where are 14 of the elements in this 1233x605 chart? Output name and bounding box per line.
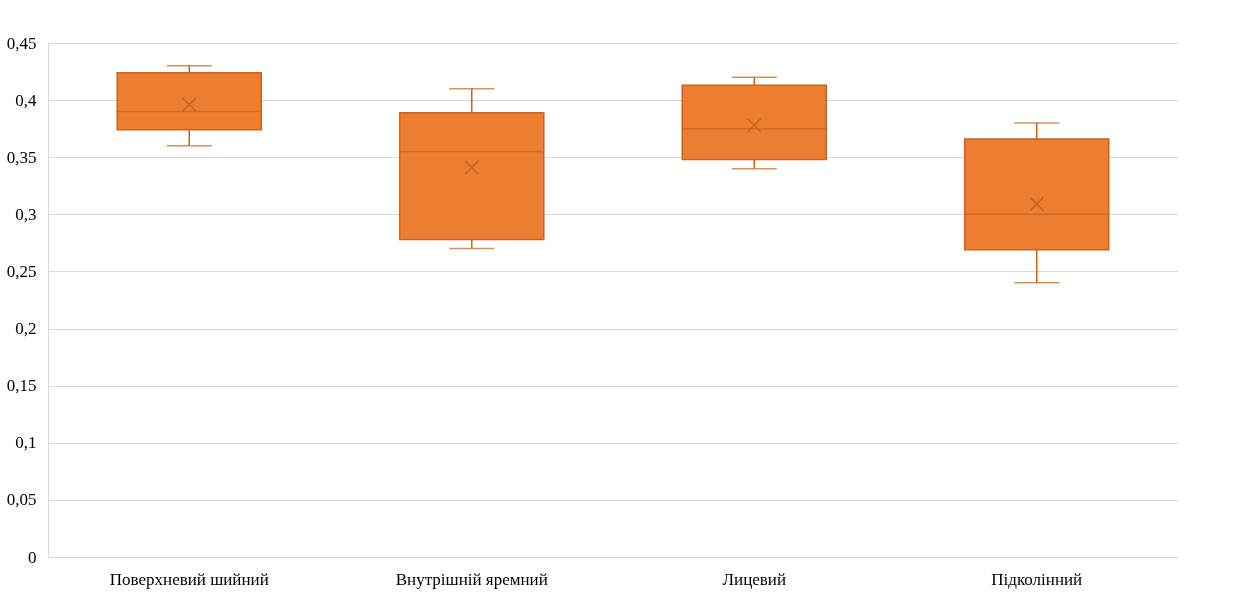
y-tick-label: 0,05 (6, 490, 37, 510)
y-tick-label: 0,15 (6, 376, 37, 396)
x-tick-label: Поверхневий шийний (109, 569, 269, 589)
y-tick-label: 0 (28, 547, 37, 567)
x-tick-label: Внутрішній яремний (395, 569, 548, 589)
y-tick-label: 0,4 (15, 90, 37, 110)
y-tick-label: 0,35 (6, 147, 37, 167)
y-tick-label: 0,1 (15, 433, 37, 453)
x-tick-label: Підколінний (991, 569, 1083, 589)
y-tick-label: 0,25 (6, 261, 37, 281)
y-tick-label: 0,2 (15, 319, 37, 339)
y-tick-label: 0,3 (15, 204, 37, 224)
x-tick-label: Лицевий (722, 569, 786, 589)
y-tick-label: 0,45 (6, 33, 37, 53)
